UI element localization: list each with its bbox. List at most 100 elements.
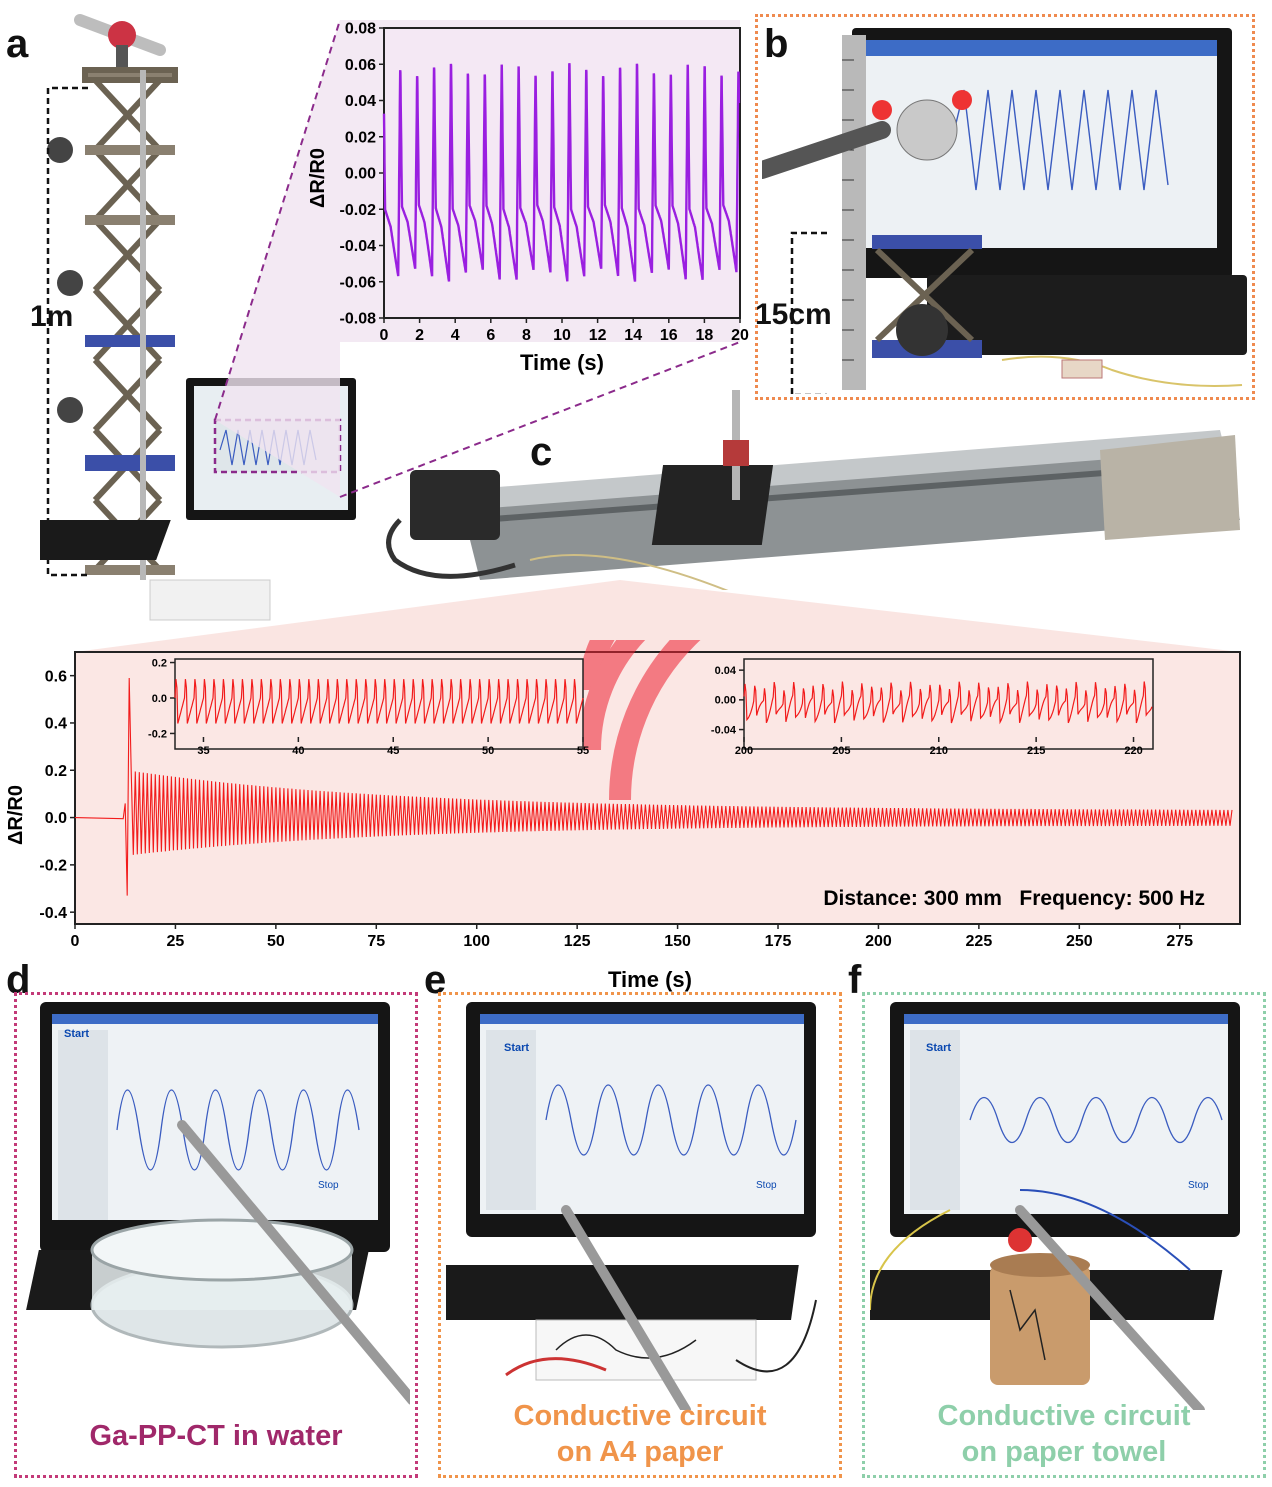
top-chart-x-tick-label: 10 [553,327,571,344]
main-chart-x-tick-label: 275 [1166,933,1193,950]
main-inset-1-x-tick-label: 35 [197,745,209,757]
main-inset-1-frame [174,658,584,750]
main-chart-y-tick-label: 0.0 [45,810,67,827]
panel-d-caption: Ga-PP-CT in water [89,1420,343,1452]
main-inset-1-x-tick-label: 50 [482,745,494,757]
top-chart-x-tick-label: 6 [486,327,495,344]
main-chart-y-tick-label: -0.2 [39,857,67,874]
sound-wave-icon [579,640,701,801]
main-chart-x-axis-label: Time (s) [608,967,692,992]
top-chart-x-tick-label: 8 [522,327,531,344]
top-chart-y-tick-label: -0.02 [340,202,377,219]
main-chart-series-line [74,677,1233,896]
panel-e-screen-stop-button[interactable]: Stop [756,1180,777,1191]
top-chart-x-tick-label: 2 [415,327,424,344]
main-inset-2-y-tick-label: 0.00 [715,695,736,707]
main-inset-2-y-tick-label: -0.04 [711,724,737,736]
top-inset-chart: -0.08 -0.06 -0.04 -0.02 0.00 0.02 0.04 0.06 0.08… [307,21,749,375]
top-chart-series-line [382,63,741,282]
height-label-1m: 1m [30,300,74,333]
main-inset-1-y-tick-label: 0.2 [152,657,167,669]
top-chart-y-tick-label: -0.08 [340,311,377,328]
panel-d-screen-start-button[interactable]: Start [64,1028,90,1040]
main-chart-y-axis-label: ΔR/R0 [5,785,27,845]
main-inset-1-y-tick-label: 0.0 [152,693,167,705]
main-chart-x-tick-label: 75 [367,933,385,950]
main-inset-1-series-line [174,679,584,724]
top-chart-frame [383,27,741,319]
main-chart-x-tick-label: 0 [71,933,80,950]
top-chart-x-tick-label: 14 [624,327,642,344]
top-chart-y-tick-label: 0.00 [345,166,376,183]
panel-f-frame [862,992,1266,1478]
top-chart-y-tick-label: 0.02 [345,129,376,146]
photo-panel-f [870,1000,1258,1410]
callout-connector-red [75,580,1240,652]
main-inset-1-x-tick-label: 55 [577,745,589,757]
photo-panel-b [762,20,1248,394]
height-label-15cm: 15cm [755,298,832,331]
main-chart-x-tick-label: 125 [564,933,591,950]
main-chart-x-tick-label: 50 [267,933,285,950]
panel-f-caption: Conductive circuit on paper towel [862,1398,1266,1470]
panel-e-caption: Conductive circuit on A4 paper [438,1398,842,1470]
top-chart-x-tick-label: 18 [696,327,714,344]
main-inset-1-x-tick-label: 40 [292,745,304,757]
panel-b-frame [755,14,1255,400]
paper-towel-setup-illustration [870,1002,1240,1410]
a4-paper-setup-illustration [446,1002,817,1410]
main-inset-2-x-tick-label: 210 [930,745,948,757]
panel-letter-e: e [424,958,447,1002]
main-inset-2-y-tick-label: 0.04 [715,665,737,677]
main-inset-2-x-tick-label: 205 [832,745,850,757]
main-chart-x-tick-label: 25 [167,933,185,950]
main-chart-annotation: Distance: 300 mm Frequency: 500 Hz [823,887,1205,910]
main-chart-y-tick-label: 0.4 [45,716,67,733]
main-chart-x-tick-label: 175 [765,933,792,950]
top-chart-y-tick-label: 0.08 [345,21,376,38]
top-chart-x-tick-label: 20 [731,327,749,344]
panel-d-screen-stop-button[interactable]: Stop [318,1180,339,1191]
main-chart: 0.6 0.4 0.2 0.0 -0.2 -0.4 0 25 50 75 100 125 150 175… [5,640,1241,992]
photo-panel-c [380,380,1260,590]
panel-letter-c: c [530,430,553,474]
main-inset-1-y-tick-label: -0.2 [148,728,167,740]
panel-f-screen-start-button[interactable]: Start [926,1042,952,1054]
main-chart-x-tick-label: 150 [664,933,691,950]
top-chart-x-tick-label: 0 [380,327,389,344]
top-chart-y-tick-label: -0.06 [340,274,377,291]
panel-e-caption-line2: on A4 paper [556,1436,724,1468]
photo-panel-e [446,1000,834,1410]
panel-e-frame [438,992,842,1478]
main-inset-1-x-tick-label: 45 [387,745,399,757]
top-chart-y-tick-label: -0.04 [340,238,377,255]
main-chart-y-tick-label: -0.4 [39,905,67,922]
top-chart-y-tick-label: 0.04 [345,93,376,110]
top-chart-y-tick-label: 0.06 [345,57,376,74]
panel-f-screen-stop-button[interactable]: Stop [1188,1180,1209,1191]
main-inset-2-series-line [743,681,1153,725]
main-chart-y-tick-label: 0.6 [45,668,67,685]
main-chart-x-tick-label: 100 [463,933,490,950]
main-chart-x-tick-label: 200 [865,933,892,950]
water-setup-illustration [26,1002,410,1405]
main-inset-2-x-tick-label: 215 [1027,745,1045,757]
panel-d-frame [14,992,418,1478]
panel-e-caption-line1: Conductive circuit [513,1400,767,1432]
top-chart-x-axis-label: Time (s) [520,350,604,375]
panel-e-screen-start-button[interactable]: Start [504,1042,530,1054]
photo-panel-d [22,1000,410,1410]
panel-letter-f: f [848,958,862,1002]
top-chart-x-tick-label: 16 [660,327,678,344]
panel-letter-a: a [6,22,29,66]
linear-stage-photo-illustration [386,390,1240,590]
panel-f-caption-line1: Conductive circuit [937,1400,1191,1432]
main-chart-x-tick-label: 225 [966,933,993,950]
top-chart-x-tick-label: 4 [451,327,460,344]
main-inset-2-x-tick-label: 220 [1124,745,1142,757]
panel-f-caption-line2: on paper towel [961,1436,1167,1468]
computer-ruler-photo-illustration [762,28,1247,394]
main-chart-y-tick-label: 0.2 [45,763,67,780]
main-chart-x-tick-label: 250 [1066,933,1093,950]
main-inset-2-x-tick-label: 200 [735,745,753,757]
